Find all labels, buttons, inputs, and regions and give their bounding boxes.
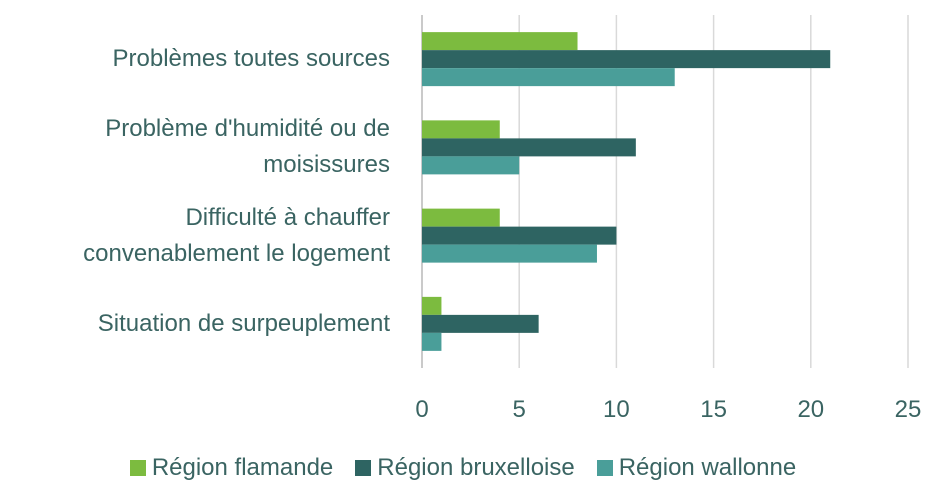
y-tick-label: Problèmes toutes sources xyxy=(112,45,390,73)
bar xyxy=(422,226,617,245)
bar xyxy=(422,138,636,157)
bar xyxy=(422,208,500,227)
bar xyxy=(422,296,442,315)
bar xyxy=(422,50,831,69)
bar xyxy=(422,314,539,333)
legend: Région flamande Région bruxelloise Région … xyxy=(0,454,926,482)
x-tick-label: 25 xyxy=(894,396,922,423)
legend-label: Région flamande xyxy=(151,454,334,481)
legend-item: Région wallonne xyxy=(596,454,797,482)
legend-swatch xyxy=(129,460,146,476)
x-tick-label: 20 xyxy=(797,396,825,423)
y-tick-label: Situation de surpeuplement xyxy=(97,309,390,337)
legend-swatch xyxy=(596,460,613,476)
legend-item: Région bruxelloise xyxy=(355,454,575,482)
y-tick-label: Difficulté à chauffer convenablement le … xyxy=(83,203,390,267)
legend-item: Région flamande xyxy=(129,454,334,482)
x-tick-label: 15 xyxy=(700,396,727,423)
bar xyxy=(422,68,675,87)
bar xyxy=(422,32,578,51)
x-tick-label: 0 xyxy=(415,396,429,423)
y-tick-label: Problème d'humidité ou de moisissures xyxy=(105,115,390,179)
x-tick-label: 10 xyxy=(603,396,630,423)
x-tick-label: 5 xyxy=(512,396,526,423)
legend-label: Région wallonne xyxy=(618,454,797,481)
legend-label: Région bruxelloise xyxy=(377,454,575,481)
bar xyxy=(422,332,442,351)
bar xyxy=(422,244,597,263)
bar xyxy=(422,120,500,139)
bar xyxy=(422,156,520,175)
legend-swatch xyxy=(355,460,372,476)
